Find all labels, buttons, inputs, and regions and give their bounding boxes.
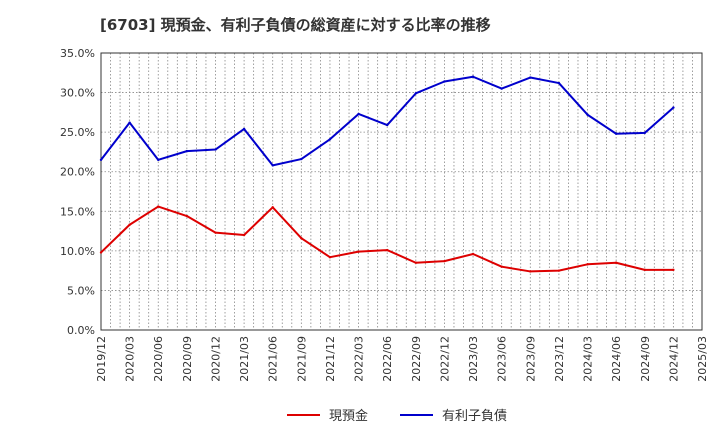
series-point-1	[586, 113, 589, 116]
series-point-1	[529, 76, 532, 79]
series-point-0	[185, 214, 189, 218]
x-tick-label: 2024/09	[639, 336, 652, 382]
series-point-1	[614, 132, 618, 135]
y-tick-label: 35.0%	[60, 47, 95, 60]
x-tick-label: 2019/12	[95, 336, 108, 382]
legend: 現預金 有利子負債	[287, 408, 507, 424]
series-point-0	[328, 255, 332, 259]
series-point-1	[385, 123, 389, 127]
series-point-1	[328, 138, 332, 141]
series-point-1	[500, 87, 503, 90]
x-tick-label: 2020/06	[152, 336, 165, 382]
x-tick-label: 2023/06	[496, 336, 509, 382]
x-tick-label: 2020/03	[124, 336, 137, 382]
x-tick-label: 2020/12	[209, 336, 222, 382]
x-tick-label: 2023/03	[467, 336, 480, 382]
series-point-0	[500, 265, 503, 268]
y-tick-label: 25.0%	[60, 126, 95, 139]
legend-label-0: 現預金	[329, 408, 368, 424]
series-point-0	[643, 268, 646, 272]
series-point-1	[99, 158, 103, 162]
series-point-0	[99, 251, 103, 254]
series-point-1	[672, 106, 675, 109]
x-tick-label: 2025/03	[696, 336, 709, 382]
x-tick-label: 2024/03	[582, 336, 595, 382]
x-tick-label: 2021/12	[324, 336, 337, 382]
y-tick-label: 20.0%	[60, 166, 95, 179]
x-tick-label: 2022/09	[410, 336, 423, 382]
x-tick-label: 2021/09	[295, 336, 308, 382]
series-point-1	[557, 81, 561, 85]
series	[99, 75, 675, 273]
x-tick-label: 2021/03	[238, 336, 251, 382]
series-point-0	[672, 268, 675, 272]
grid	[100, 52, 703, 331]
series-point-1	[157, 158, 160, 162]
series-point-1	[443, 80, 446, 83]
x-tick-label: 2024/06	[610, 336, 623, 382]
series-point-1	[128, 121, 131, 124]
x-tick-label: 2023/12	[553, 336, 566, 382]
series-point-0	[357, 250, 360, 253]
series-point-0	[300, 236, 303, 240]
x-tick-label: 2023/09	[524, 336, 537, 382]
series-point-1	[185, 149, 189, 153]
x-tick-label: 2024/12	[667, 336, 680, 382]
series-point-0	[529, 270, 532, 273]
y-tick-label: 15.0%	[60, 205, 95, 218]
series-point-0	[414, 261, 418, 264]
series-point-1	[414, 92, 418, 95]
series-point-0	[128, 223, 131, 226]
y-tick-label: 30.0%	[60, 87, 95, 100]
x-axis: 2019/12 2020/03 2020/06 2020/09 2020/12 2021/…	[95, 336, 709, 382]
series-point-1	[300, 157, 303, 161]
series-point-1	[357, 112, 360, 116]
legend-label-1: 有利子負債	[442, 409, 507, 424]
series-point-0	[586, 263, 589, 266]
series-point-0	[557, 269, 561, 272]
x-tick-label: 2022/12	[438, 336, 451, 382]
series-point-0	[471, 252, 475, 256]
y-tick-label: 5.0%	[67, 284, 95, 297]
series-point-1	[643, 131, 646, 135]
series-point-0	[385, 248, 389, 252]
y-tick-label: 0.0%	[67, 324, 95, 337]
x-tick-label: 2021/06	[267, 336, 280, 382]
series-point-0	[614, 261, 618, 264]
series-point-1	[242, 127, 246, 131]
series-point-1	[271, 164, 274, 167]
series-point-1	[471, 75, 475, 78]
series-point-0	[242, 233, 246, 237]
series-point-0	[214, 231, 217, 234]
plot-area	[100, 52, 703, 331]
y-tick-label: 10.0%	[60, 245, 95, 258]
x-tick-label: 2022/06	[381, 336, 394, 382]
x-tick-label: 2022/03	[353, 336, 366, 382]
chart-title: [6703] 現預金、有利子負債の総資産に対する比率の推移	[100, 16, 491, 34]
y-axis: 0.0% 5.0% 10.0% 15.0% 20.0% 25.0% 30.0% 35.0%	[60, 47, 95, 337]
series-point-0	[157, 205, 160, 208]
series-point-0	[271, 206, 274, 209]
series-point-1	[214, 148, 217, 151]
x-tick-label: 2020/09	[181, 336, 194, 382]
series-point-0	[443, 259, 446, 263]
